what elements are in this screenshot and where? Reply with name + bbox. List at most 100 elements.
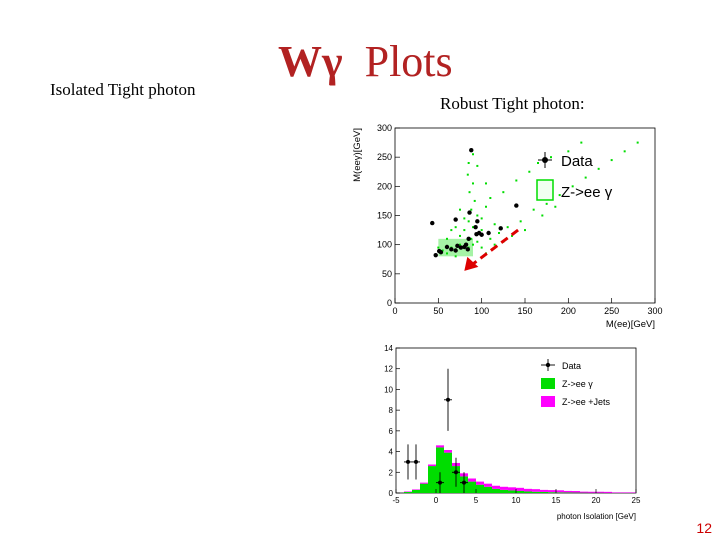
scatter-frame — [394, 127, 656, 304]
mc-point — [636, 141, 639, 144]
zeegamma-bar — [524, 491, 532, 493]
data-point — [455, 243, 460, 249]
data-point — [458, 245, 464, 250]
zeegamma-bar — [436, 447, 444, 493]
page-number: 12 — [696, 520, 712, 536]
zeejets-bar — [484, 483, 492, 487]
x-tick-label: 250 — [604, 306, 619, 316]
x-tick-label: 200 — [561, 306, 576, 316]
zeegamma-bar — [508, 490, 516, 493]
data-point — [446, 397, 450, 402]
mc-point — [450, 229, 453, 232]
zeejets-bar — [468, 478, 476, 482]
mc-point — [571, 185, 574, 188]
mc-point — [463, 217, 466, 220]
mc-point — [485, 205, 487, 208]
legend-zeegamma-box — [541, 378, 555, 389]
x-tick-label: 15 — [552, 496, 561, 505]
mc-point — [545, 202, 548, 205]
y-tick-label: 14 — [384, 344, 393, 353]
mc-point — [567, 150, 570, 153]
zeegamma-bar — [564, 492, 572, 493]
mc-point — [472, 153, 474, 156]
mc-point — [489, 197, 492, 199]
zeejets-bar — [580, 491, 588, 493]
data-point — [469, 147, 474, 153]
zeejets-bar — [532, 489, 540, 492]
arrow-head — [464, 256, 479, 271]
mc-point — [584, 176, 587, 179]
mc-point — [537, 162, 539, 164]
y-tick-label: 100 — [377, 240, 392, 250]
y-tick-label: 6 — [389, 427, 394, 436]
slide-title: Wγ Plots — [278, 36, 453, 87]
y-tick-label: 0 — [387, 298, 392, 308]
zeejets-bar — [428, 464, 436, 467]
zeejets-bar — [516, 487, 524, 491]
zeejets-bar — [596, 491, 604, 493]
mc-point — [541, 214, 544, 217]
mc-point — [480, 229, 483, 232]
data-point — [433, 252, 438, 258]
y-tick-label: 10 — [384, 385, 393, 394]
zeejets-bar — [588, 491, 596, 493]
data-point — [514, 203, 519, 208]
data-point — [449, 247, 454, 252]
mc-point — [459, 234, 461, 237]
mc-point — [480, 246, 483, 249]
data-point — [414, 459, 418, 464]
x-tick-label: 5 — [474, 496, 479, 505]
mc-point — [485, 182, 487, 185]
zeejets-bar — [420, 482, 428, 484]
zeegamma-bar — [404, 491, 412, 493]
zeegamma-bar — [412, 489, 420, 493]
mc-point — [476, 240, 479, 243]
title-text: Plots — [364, 37, 453, 86]
mc-point — [468, 191, 471, 194]
data-point — [437, 248, 442, 254]
mc-point — [459, 208, 461, 211]
data-point — [462, 480, 466, 485]
mc-point — [454, 255, 457, 258]
y-tick-label: 200 — [377, 181, 392, 191]
legend-zeejets-box — [541, 396, 555, 407]
mc-density-region — [438, 238, 473, 257]
zeegamma-bar — [500, 489, 508, 493]
zeejets-bar — [508, 487, 516, 491]
zeejets-bar — [604, 491, 612, 493]
zeegamma-bar — [476, 484, 484, 493]
zeejets-bar — [444, 450, 452, 453]
zeegamma-bar — [532, 491, 540, 493]
x-tick-label: 20 — [592, 496, 601, 505]
y-tick-label: 250 — [377, 152, 392, 162]
zeejets-bar — [540, 489, 548, 492]
zeegamma-bar — [468, 481, 476, 493]
mc-point — [467, 162, 470, 164]
mc-point — [532, 208, 535, 211]
mc-point — [470, 208, 473, 211]
legend-data-label: Data — [562, 361, 581, 371]
mc-point — [610, 159, 613, 162]
zeegamma-bar — [484, 486, 492, 493]
mc-point — [506, 226, 509, 229]
x-tick-label: 0 — [434, 496, 439, 505]
robust-photon-label: Robust Tight photon: — [440, 94, 585, 113]
data-point — [406, 459, 410, 464]
mc-point — [476, 214, 479, 217]
mc-point — [473, 199, 476, 202]
y-axis-label: M(eeγ)[GeV] — [352, 128, 363, 182]
x-axis-label: photon Isolation [GeV] — [557, 512, 636, 521]
zeejets-bar — [404, 491, 412, 492]
mc-point — [463, 229, 466, 232]
y-tick-label: 4 — [389, 448, 394, 457]
x-tick-label: 300 — [647, 306, 662, 316]
zeegamma-bar — [516, 490, 524, 493]
mc-point — [498, 232, 500, 234]
x-tick-label: 150 — [517, 306, 532, 316]
zeejets-bar — [564, 490, 572, 493]
mc-point — [524, 229, 526, 232]
y-tick-label: 50 — [382, 269, 392, 279]
data-point — [453, 217, 458, 222]
y-tick-label: 150 — [377, 211, 392, 221]
